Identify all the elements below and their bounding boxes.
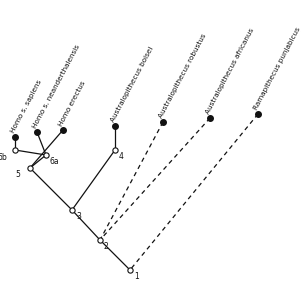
Text: 3: 3: [76, 212, 81, 221]
Text: 6b: 6b: [0, 153, 7, 162]
Text: Ramapithecus punjabicus: Ramapithecus punjabicus: [253, 26, 301, 111]
Text: Australopithecus boisei: Australopithecus boisei: [110, 46, 155, 123]
Text: Australopithecus robustus: Australopithecus robustus: [158, 33, 208, 119]
Text: Homo erectus: Homo erectus: [58, 79, 87, 127]
Text: Homo s. sapiens: Homo s. sapiens: [10, 79, 43, 134]
Text: 6a: 6a: [50, 157, 60, 166]
Text: 2: 2: [104, 242, 109, 251]
Text: 5: 5: [15, 170, 20, 179]
Text: Australopithecus africanus: Australopithecus africanus: [205, 27, 255, 115]
Text: 4: 4: [119, 152, 124, 161]
Text: Homo s. neanderthalensis: Homo s. neanderthalensis: [32, 43, 81, 129]
Text: 1: 1: [134, 272, 139, 281]
